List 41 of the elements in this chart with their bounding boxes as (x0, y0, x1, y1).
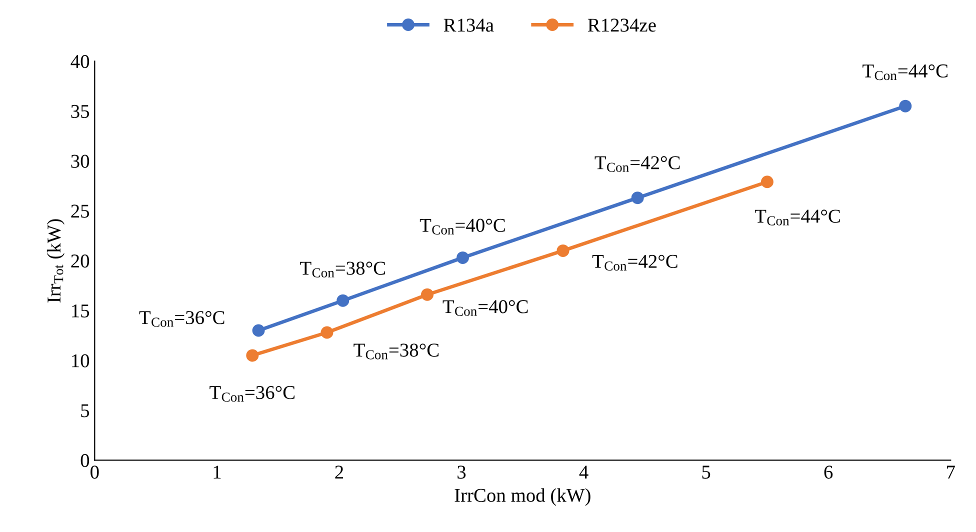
annotation: T$_{Con}$=40°C (442, 300, 528, 316)
x-tick-label: 6 (824, 466, 833, 479)
point (336, 294, 350, 307)
annotation: T$_{Con}$=36°C (139, 311, 224, 327)
point (320, 326, 334, 339)
x-tick-label: 7 (947, 466, 955, 479)
annotation: T$_{Con}$=38°C (354, 344, 439, 360)
x-axis-title: IrrCon mod (kW) (454, 488, 590, 506)
legend-label: R1234ze (588, 18, 656, 32)
annotation: T$_{Con}$=36°C (210, 386, 294, 402)
y-tick-label: 10 (72, 354, 90, 368)
x-tick-label: 2 (335, 466, 344, 479)
x-tick-label: 1 (214, 466, 221, 479)
x-tick-label: 5 (702, 466, 710, 479)
y-tick-label: 25 (71, 204, 90, 218)
y-tick-label: 30 (71, 154, 90, 168)
annotation: T$_{Con}$=42°C (594, 156, 680, 172)
x-tick-label: 4 (579, 466, 588, 479)
point (899, 100, 912, 112)
x-tick-label: 3 (458, 466, 466, 479)
annotation: T$_{Con}$=40°C (420, 218, 505, 235)
point (760, 176, 774, 188)
point (252, 324, 265, 337)
y-tick-label: 5 (81, 404, 90, 418)
point (631, 192, 644, 204)
annotation: T$_{Con}$=44°C (862, 64, 948, 80)
y-tick-label: 20 (71, 254, 90, 268)
y-tick-label: 15 (72, 304, 90, 318)
x-tick-label: 0 (90, 466, 99, 479)
y-tick-label: 35 (71, 104, 90, 118)
y-axis-title: Irr$_{Tot}$ (kW) (46, 219, 65, 302)
point (556, 244, 570, 257)
annotation: T$_{Con}$=44°C (754, 210, 840, 226)
y-tick-label: 40 (70, 54, 90, 68)
point (456, 251, 469, 264)
legend-label: R134a (444, 18, 494, 32)
y-tick-label: 0 (80, 454, 90, 468)
point (421, 288, 434, 301)
point (246, 349, 259, 362)
annotation: T$_{Con}$=42°C (592, 254, 678, 271)
annotation: T$_{Con}$=38°C (300, 262, 385, 278)
